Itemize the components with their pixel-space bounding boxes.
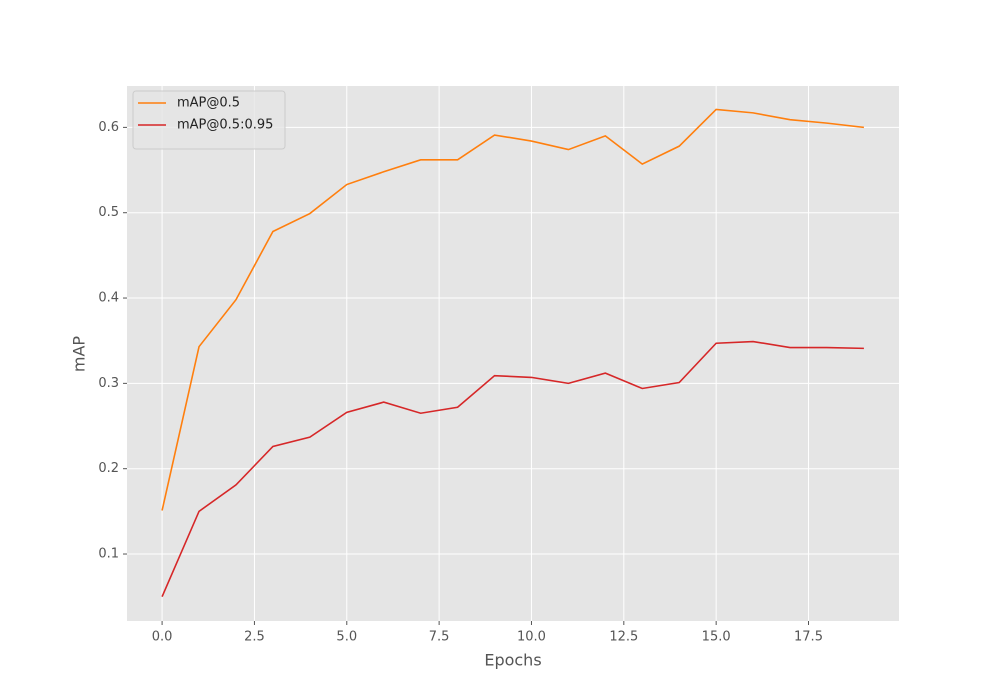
- y-tick-label: 0.6: [98, 120, 119, 135]
- legend: mAP@0.5 mAP@0.5:0.95: [132, 90, 286, 150]
- x-tick-label: 17.5: [794, 630, 823, 645]
- x-tick-label: 2.5: [244, 630, 265, 645]
- legend-label: mAP@0.5:0.95: [177, 118, 273, 133]
- x-tick-label: 15.0: [702, 630, 731, 645]
- y-tick-label: 0.2: [98, 461, 119, 476]
- x-tick-label: 5.0: [336, 630, 357, 645]
- x-tick-label: 12.5: [609, 630, 638, 645]
- y-tick-label: 0.1: [98, 547, 119, 562]
- y-tick-label: 0.5: [98, 205, 119, 220]
- legend-box: [132, 90, 286, 150]
- y-tick-label: 0.4: [98, 291, 119, 306]
- x-tick-label: 7.5: [429, 630, 450, 645]
- series-line: [161, 108, 865, 511]
- plot-area: [127, 86, 899, 621]
- series-line: [161, 340, 864, 597]
- x-axis-label: Epochs: [484, 651, 541, 670]
- x-tick-label: 0.0: [152, 630, 173, 645]
- legend-label: mAP@0.5: [177, 96, 240, 111]
- y-tick-label: 0.3: [98, 376, 119, 391]
- lines: [161, 108, 865, 597]
- x-tick-label: 10.0: [517, 630, 546, 645]
- y-axis-label: mAP: [70, 336, 89, 373]
